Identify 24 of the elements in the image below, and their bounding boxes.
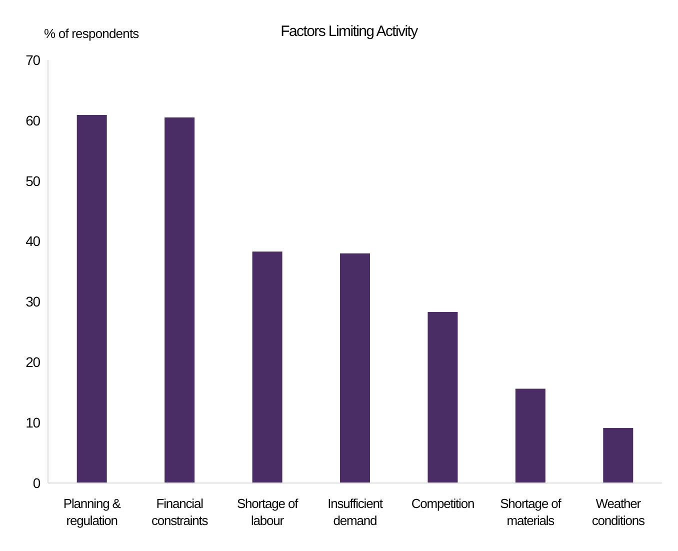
y-tick-label: 10 (26, 414, 41, 430)
y-tick-label: 50 (26, 172, 41, 189)
x-tick-label: Financial constraints (151, 496, 209, 528)
x-tick-label: Shortage of materials (500, 496, 562, 528)
x-tick-label: Shortage of labour (236, 496, 299, 528)
bar (428, 312, 458, 483)
y-tick-label: 40 (26, 233, 41, 250)
x-tick-label: Competition (411, 496, 474, 511)
y-tick-label: 0 (32, 474, 41, 491)
chart-title: Factors Limiting Activity (280, 23, 419, 40)
bar (515, 388, 546, 483)
y-tick-label: 30 (26, 294, 41, 310)
y-tick-label: 70 (26, 52, 41, 68)
bar (252, 252, 282, 483)
y-axis-title: % of respondents (44, 26, 140, 41)
bar (76, 114, 107, 483)
y-tick-label: 20 (26, 354, 41, 370)
y-tick-label: 60 (26, 112, 41, 128)
x-tick-label: Insufficient demand (328, 496, 384, 528)
bar (164, 117, 195, 483)
bar (340, 253, 370, 483)
x-tick-label: Weather conditions (592, 496, 646, 528)
x-tick-label: Planning & regulation (63, 496, 122, 528)
bar (603, 428, 634, 483)
